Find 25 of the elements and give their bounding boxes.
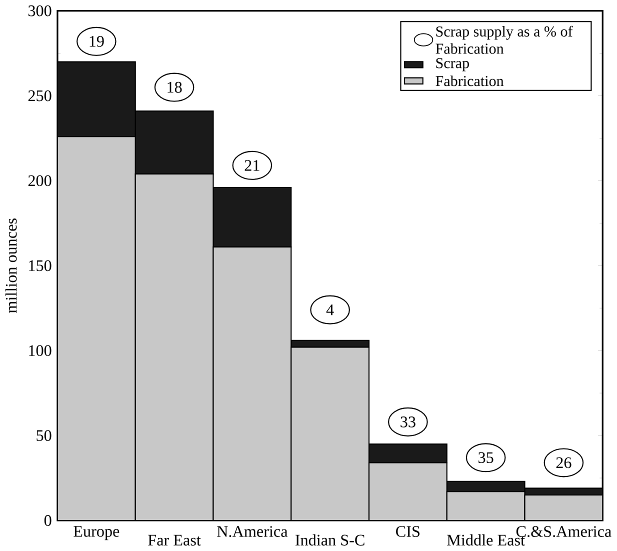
legend-label: Scrap — [436, 58, 469, 72]
legend-title: Scrap supply as a % of Fabrication — [436, 26, 573, 54]
annotation: 4 — [326, 304, 334, 316]
bar — [212, 186, 292, 248]
y-tick-label: 250 — [28, 90, 52, 102]
x-tick-label: N.America — [217, 526, 288, 538]
x-tick-label: CIS — [396, 526, 420, 537]
y-tick-label: 0 — [44, 515, 52, 526]
y-axis-title: million ounces — [5, 218, 17, 314]
y-tick-label: 200 — [28, 175, 52, 186]
x-tick-label: Far East — [148, 534, 201, 546]
annotation: 18 — [168, 82, 182, 93]
y-tick-label: 50 — [36, 430, 52, 441]
annotation: 33 — [400, 416, 416, 428]
bar — [368, 444, 448, 464]
annotation: 26 — [556, 457, 572, 468]
x-tick-label: Indian S-C — [295, 534, 364, 546]
annotation: 19 — [90, 36, 104, 47]
y-tick-label: 300 — [28, 5, 52, 16]
annotation: 21 — [244, 160, 260, 171]
annotation: 35 — [478, 452, 494, 464]
y-tick-label: 100 — [29, 345, 52, 356]
legend-label: Fabrication — [436, 76, 504, 86]
y-tick-label: 150 — [29, 260, 52, 272]
x-tick-label: Europe — [74, 526, 120, 540]
